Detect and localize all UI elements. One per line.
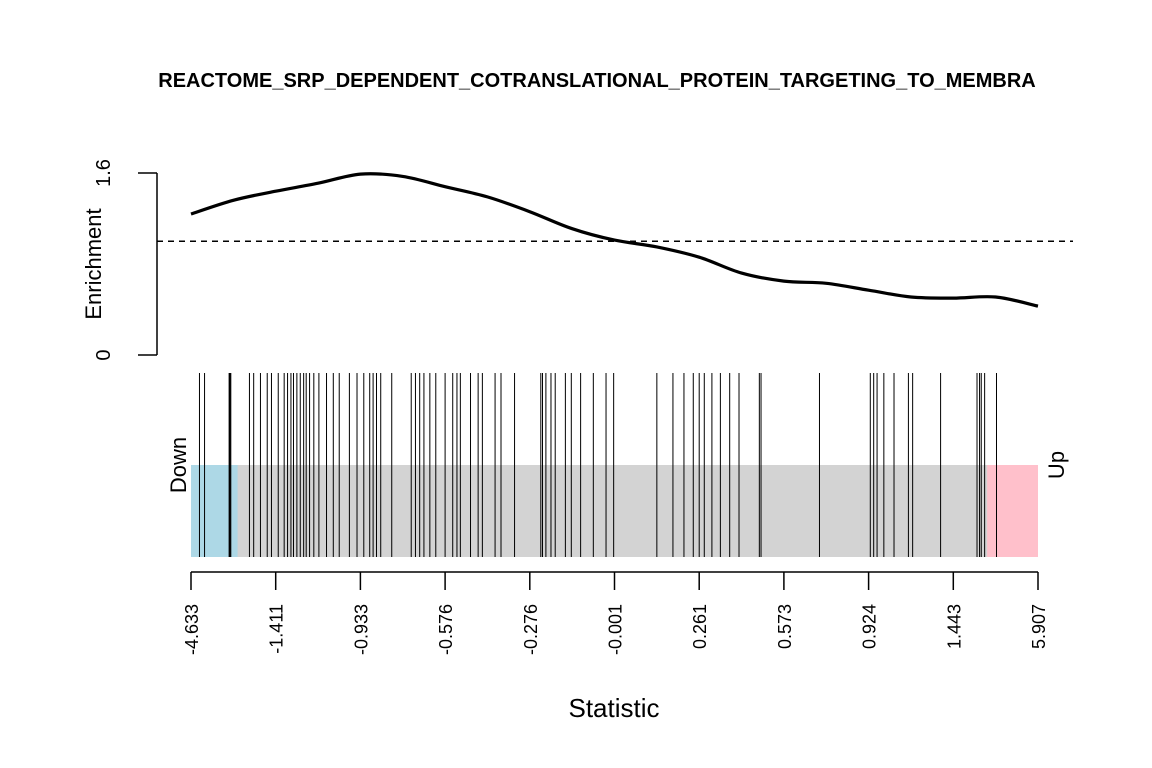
barcode-neutral-band xyxy=(191,465,1038,557)
x-tick-label: 1.443 xyxy=(944,604,964,649)
barcode-down-label: Down xyxy=(166,437,191,493)
barcode-gene-bars xyxy=(198,373,997,557)
enrichment-y-tick-label-min: 0 xyxy=(93,349,115,360)
x-axis: -4.633 -1.411 -0.933 -0.576 -0.276 -0.001 0.26… xyxy=(182,571,1049,723)
x-tick-label: -0.001 xyxy=(606,604,626,655)
barcode-up-band xyxy=(987,465,1038,557)
x-tick-label: -0.933 xyxy=(351,604,371,655)
x-tick-label: -0.576 xyxy=(436,604,456,655)
x-tick-label: 0.924 xyxy=(860,604,880,649)
x-axis-ticks: -4.633 -1.411 -0.933 -0.576 -0.276 -0.001 0.26… xyxy=(182,572,1049,655)
x-tick-label: -1.411 xyxy=(267,604,287,654)
x-tick-label: -4.633 xyxy=(182,604,202,655)
x-tick-label: 0.573 xyxy=(775,604,795,649)
enrichment-curve xyxy=(190,172,1039,308)
x-axis-label: Statistic xyxy=(568,693,659,723)
enrichment-y-axis-label: Enrichment xyxy=(81,208,106,319)
x-tick-label: -0.276 xyxy=(521,604,541,655)
enrichment-y-tick-label-max: 1.6 xyxy=(93,159,115,187)
chart-title: REACTOME_SRP_DEPENDENT_COTRANSLATIONAL_P… xyxy=(158,70,1036,92)
barcode-up-label: Up xyxy=(1044,451,1069,479)
enrichment-panel: 1.6 0 Enrichment xyxy=(81,159,1073,361)
x-tick-label: 5.907 xyxy=(1029,604,1049,649)
barcode-panel: Down Up xyxy=(166,373,1069,557)
x-tick-label: 0.261 xyxy=(690,604,710,649)
